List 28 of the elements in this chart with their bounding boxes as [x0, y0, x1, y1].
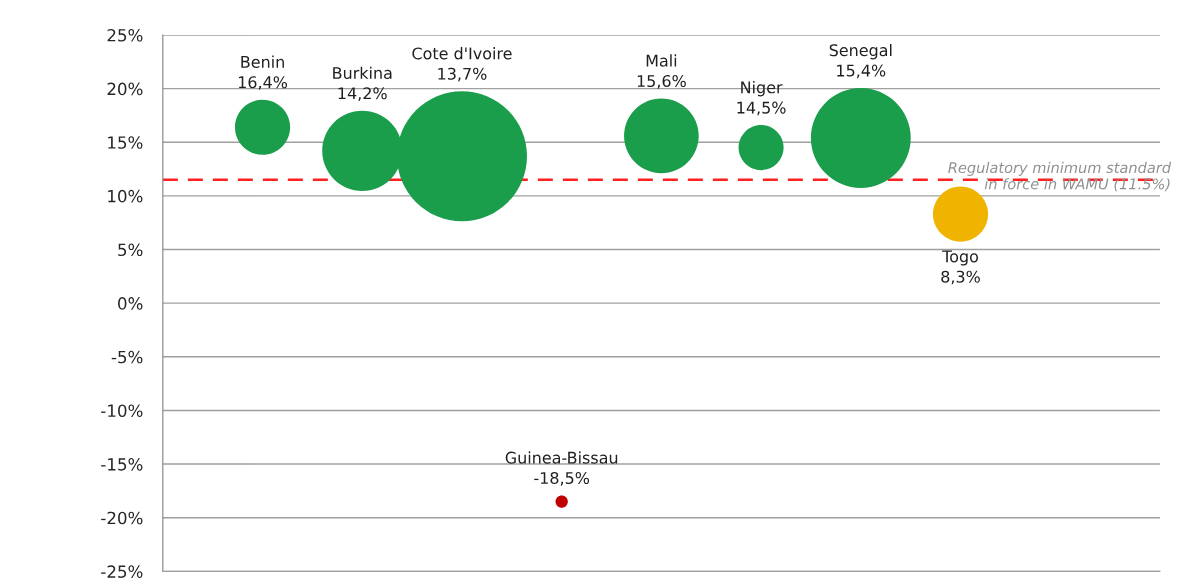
data-label: 15,4% — [837, 64, 886, 79]
data-label: 8,3% — [941, 270, 980, 285]
data-label: -18,5% — [534, 471, 590, 486]
x-tick-label: Togo — [942, 250, 979, 266]
data-label: 16,4% — [238, 76, 288, 90]
y-tick-label: 25% — [107, 28, 143, 42]
x-tick-label: Cote d'Ivoire — [412, 47, 512, 60]
y-tick-label: 0% — [118, 297, 143, 310]
y-tick-label: -25% — [101, 565, 143, 578]
data-label: 14,5% — [737, 101, 786, 116]
x-tick-label: Niger — [741, 81, 783, 97]
x-tick-label: Mali — [646, 54, 677, 67]
data-label: 13,7% — [438, 67, 487, 82]
y-tick-label: 15% — [108, 136, 143, 149]
ref-line-label: Regulatory minimum standard in force in WAMU (11.5%) — [948, 161, 1172, 192]
x-tick-label: Senegal — [829, 43, 892, 60]
x-tick-label: Guinea-Bissau — [505, 451, 618, 464]
y-tick-label: 10% — [108, 189, 143, 203]
y-tick-label: 20% — [107, 82, 143, 96]
y-tick-label: -20% — [101, 511, 143, 525]
y-tick-label: -10% — [101, 404, 143, 417]
y-tick-label: -5% — [111, 350, 143, 364]
y-tick-label: 5% — [118, 243, 143, 257]
x-tick-label: Benin — [241, 55, 284, 68]
x-tick-label: Burkina — [333, 66, 392, 80]
y-tick-label: -15% — [101, 458, 143, 471]
data-label: 15,6% — [637, 74, 686, 89]
data-label: 14,2% — [338, 87, 387, 101]
